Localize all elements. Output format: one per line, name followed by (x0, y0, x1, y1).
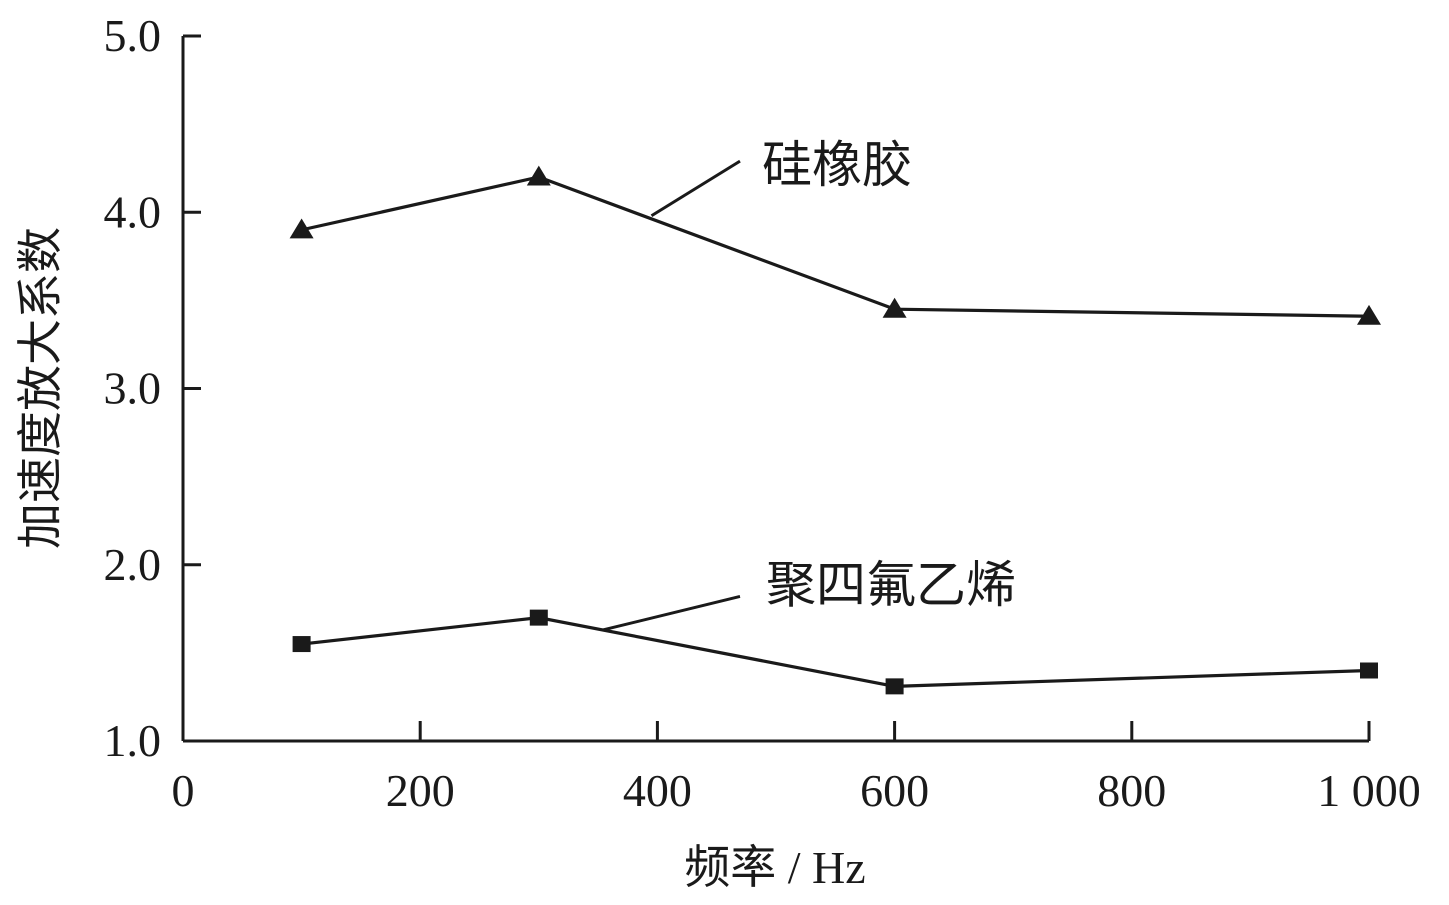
y-tick-label: 5.0 (104, 10, 162, 61)
x-tick-label: 0 (172, 765, 195, 816)
x-tick-label: 400 (623, 765, 692, 816)
silicone-rubber-label: 硅橡胶 (762, 137, 912, 193)
y-tick-label: 2.0 (104, 539, 162, 590)
square-marker (529, 609, 548, 626)
x-tick-label: 200 (386, 765, 455, 816)
x-tick-label: 800 (1097, 765, 1166, 816)
square-marker (1360, 662, 1378, 679)
triangle-marker (1357, 304, 1381, 325)
ticks: 1.0 2.0 3.0 4.0 5.0 0 200 400 600 800 1 000 (104, 10, 1421, 816)
y-tick-label: 1.0 (104, 715, 162, 766)
x-axis-title: 频率 / Hz (684, 842, 865, 893)
y-tick-label: 3.0 (104, 363, 162, 414)
square-marker (885, 678, 904, 695)
x-tick-label: 1 000 (1317, 765, 1421, 816)
y-axis-title: 加速度放大系数 (15, 227, 66, 549)
y-tick-label: 4.0 (104, 186, 162, 237)
ptfe-leader-line (602, 595, 741, 632)
series-line-1 (301, 175, 1370, 318)
square-marker (292, 636, 311, 653)
triangle-marker (526, 165, 551, 186)
series-layer (289, 165, 1381, 695)
ptfe-label: 聚四氟乙烯 (766, 557, 1016, 613)
silicone-rubber-leader-line (650, 159, 741, 218)
triangle-marker (289, 218, 314, 239)
series-line-2 (301, 616, 1370, 688)
triangle-marker (882, 297, 907, 318)
x-tick-label: 600 (860, 765, 929, 816)
